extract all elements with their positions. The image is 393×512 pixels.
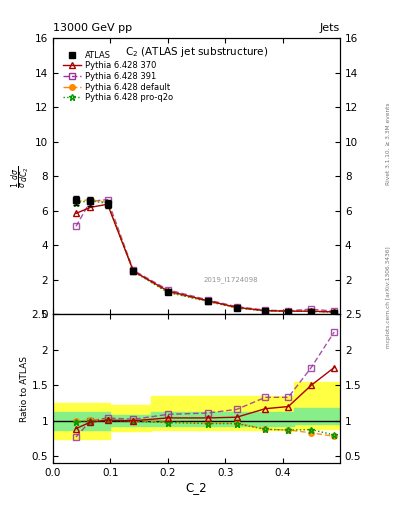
X-axis label: C_2: C_2 [185, 481, 208, 494]
Text: Rivet 3.1.10, ≥ 3.3M events: Rivet 3.1.10, ≥ 3.3M events [386, 102, 391, 185]
Legend: ATLAS, Pythia 6.428 370, Pythia 6.428 391, Pythia 6.428 default, Pythia 6.428 pr: ATLAS, Pythia 6.428 370, Pythia 6.428 39… [60, 48, 176, 105]
Text: C$_2$ (ATLAS jet substructure): C$_2$ (ATLAS jet substructure) [125, 45, 268, 59]
Text: 13000 GeV pp: 13000 GeV pp [53, 23, 132, 33]
Y-axis label: $\frac{1}{\sigma}\frac{d\sigma}{dC_2}$: $\frac{1}{\sigma}\frac{d\sigma}{dC_2}$ [9, 165, 32, 187]
Y-axis label: Ratio to ATLAS: Ratio to ATLAS [20, 356, 29, 422]
Text: Jets: Jets [320, 23, 340, 33]
Text: mcplots.cern.ch [arXiv:1306.3436]: mcplots.cern.ch [arXiv:1306.3436] [386, 246, 391, 348]
Text: 2019_I1724098: 2019_I1724098 [204, 276, 258, 283]
